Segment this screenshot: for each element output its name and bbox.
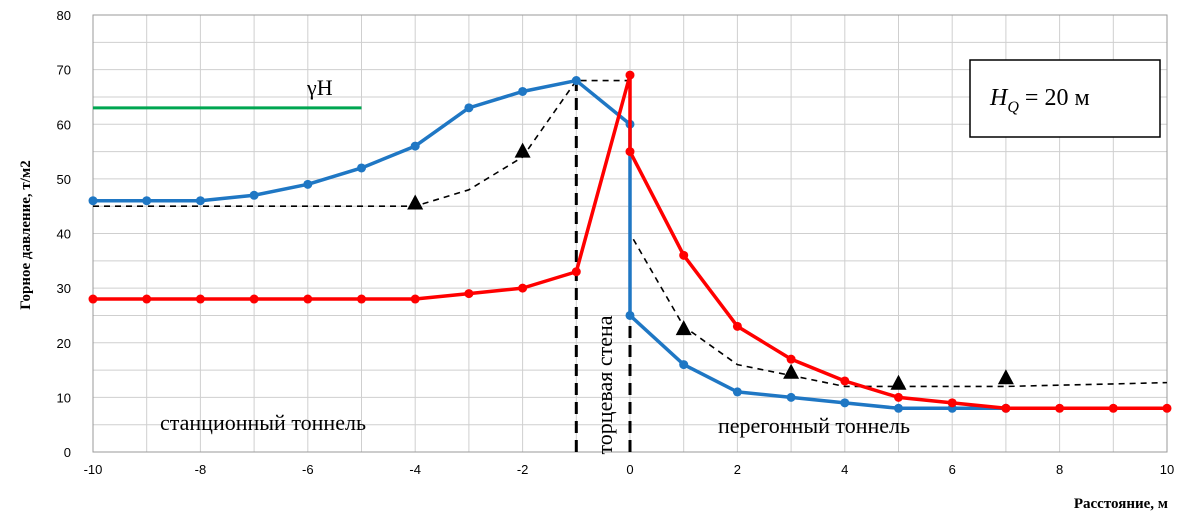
gamma-h-label: γH: [306, 75, 333, 100]
station-tunnel-label: станционный тоннель: [160, 410, 366, 435]
data-point-blue: [679, 360, 689, 370]
data-point-blue: [88, 196, 98, 206]
series-line-blue: [93, 78, 1006, 411]
triangle-marker: [514, 142, 531, 158]
data-point-red: [571, 267, 581, 277]
data-point-red: [303, 294, 313, 304]
data-point-red: [410, 294, 420, 304]
data-point-red: [625, 70, 635, 80]
data-point-blue: [464, 103, 474, 113]
data-point-blue: [894, 403, 903, 413]
triangle-marker: [675, 320, 692, 336]
x-tick-label: 4: [841, 462, 848, 477]
data-point-red: [786, 354, 796, 364]
triangle-marker: [890, 374, 907, 390]
x-tick-label: -2: [517, 462, 529, 477]
x-tick-label: -4: [409, 462, 421, 477]
y-tick-label: 10: [57, 390, 71, 405]
x-tick-label: -6: [302, 462, 314, 477]
data-point-blue: [518, 86, 528, 96]
y-tick-label: 20: [57, 336, 71, 351]
data-point-red: [732, 321, 742, 331]
series-layer: [88, 70, 1172, 452]
triangle-marker: [997, 369, 1014, 385]
data-point-red: [1055, 403, 1065, 413]
data-point-blue: [732, 387, 742, 397]
x-tick-label: 0: [626, 462, 633, 477]
data-point-red: [142, 294, 152, 304]
data-point-blue: [303, 179, 313, 189]
data-point-blue: [249, 190, 259, 200]
x-tick-label: -8: [195, 462, 207, 477]
data-point-red: [518, 283, 528, 293]
data-point-red: [947, 398, 957, 408]
data-point-red: [679, 250, 689, 260]
data-point-blue: [142, 196, 152, 206]
data-point-red: [88, 294, 98, 304]
data-point-red: [195, 294, 205, 304]
data-point-red: [894, 392, 903, 402]
x-tick-label: 8: [1056, 462, 1063, 477]
x-tick-label: 2: [734, 462, 741, 477]
axis-ticks: -10 -8 -6 -4 -2 0 2 4 6 8 10 0 10 20 30 40 50 60 70 80: [57, 8, 1175, 477]
y-tick-label: 40: [57, 227, 71, 242]
x-tick-label: -10: [84, 462, 103, 477]
y-tick-label: 60: [57, 117, 71, 132]
data-point-red: [1108, 403, 1118, 413]
data-point-red: [249, 294, 259, 304]
triangle-marker: [407, 194, 424, 210]
x-axis-title: Расстояние, м: [1074, 496, 1168, 512]
y-tick-label: 0: [64, 445, 71, 460]
y-tick-label: 50: [57, 172, 71, 187]
data-point-blue: [410, 141, 420, 151]
data-point-red: [840, 376, 850, 386]
y-tick-label: 30: [57, 281, 71, 296]
data-point-blue: [571, 76, 581, 86]
y-tick-label: 80: [57, 8, 71, 23]
data-point-red: [357, 294, 366, 304]
y-tick-label: 70: [57, 63, 71, 78]
data-point-blue: [786, 392, 796, 402]
data-point-red: [625, 147, 635, 157]
running-tunnel-label: перегонный тоннель: [718, 413, 910, 438]
y-axis-title: Горное давление, т/м2: [18, 160, 34, 309]
hq-box: [969, 59, 1161, 138]
x-tick-label: 10: [1160, 462, 1174, 477]
data-point-blue: [840, 398, 850, 408]
hq-label: HQ = 20 м: [989, 85, 1090, 116]
series-line-red: [93, 73, 1167, 411]
data-point-blue: [195, 196, 205, 206]
data-point-blue: [357, 163, 366, 173]
triangle-marker: [783, 363, 800, 379]
data-point-red: [1001, 403, 1011, 413]
data-point-red: [1162, 403, 1172, 413]
data-point-red: [464, 289, 474, 299]
data-point-blue: [625, 310, 635, 320]
x-tick-label: 6: [949, 462, 956, 477]
end-wall-label: торцевая стена: [592, 315, 617, 454]
